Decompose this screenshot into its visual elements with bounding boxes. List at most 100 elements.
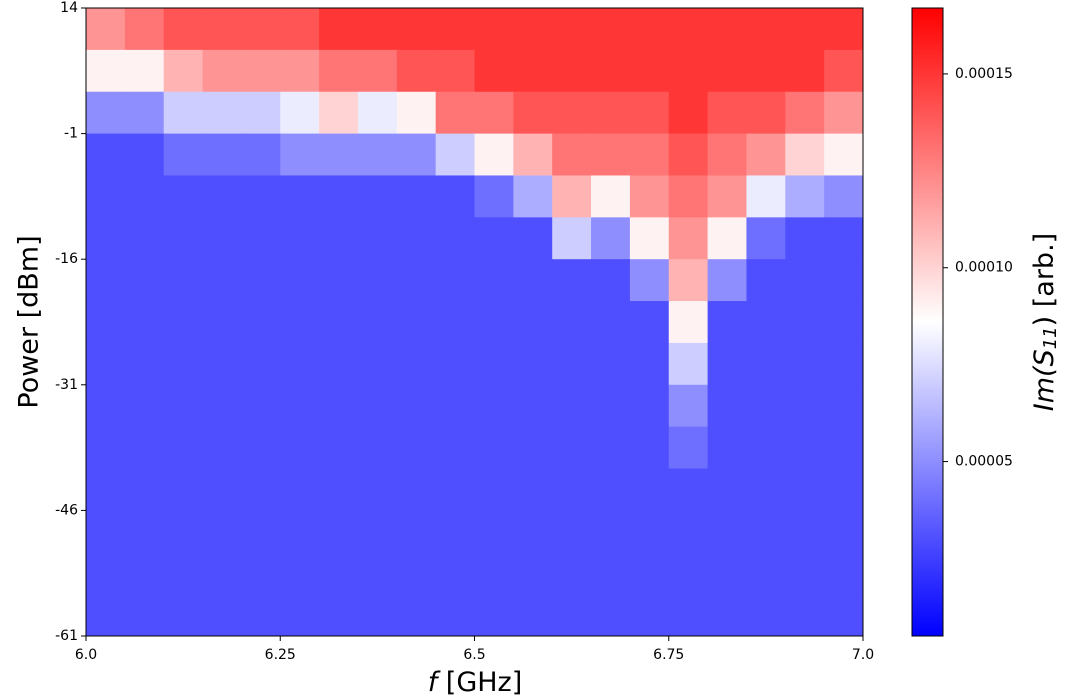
- heatmap-cell: [435, 8, 475, 51]
- heatmap-cell: [435, 594, 475, 637]
- heatmap-cell: [124, 510, 165, 553]
- heatmap-cell: [124, 301, 165, 344]
- heatmap-cell: [513, 259, 553, 302]
- heatmap-cell: [163, 510, 204, 553]
- heatmap-cell: [319, 91, 359, 135]
- heatmap-cell: [202, 8, 242, 51]
- heatmap-cell: [552, 342, 592, 386]
- heatmap-cell: [707, 49, 747, 93]
- heatmap-cell: [513, 175, 553, 218]
- heatmap-cell: [202, 426, 242, 470]
- heatmap-cell: [629, 384, 670, 428]
- heatmap-cell: [824, 217, 864, 260]
- heatmap-cell: [513, 384, 553, 428]
- heatmap-cell: [707, 217, 747, 260]
- heatmap-cell: [785, 594, 825, 637]
- y-tick-label: -16: [55, 251, 78, 267]
- heatmap-cell: [396, 133, 437, 176]
- colorbar-label: Im(S11) [arb.]: [1029, 233, 1062, 411]
- heatmap-cell: [668, 259, 709, 302]
- heatmap-cell: [357, 8, 398, 51]
- heatmap-cell: [396, 217, 437, 260]
- heatmap: [86, 8, 864, 637]
- heatmap-cell: [357, 301, 398, 344]
- heatmap-cell: [163, 91, 204, 135]
- colorbar-label-rest: ) [arb.]: [1029, 233, 1060, 327]
- heatmap-cell: [591, 384, 631, 428]
- heatmap-cell: [629, 552, 670, 595]
- heatmap-cell: [629, 594, 670, 637]
- heatmap-cell: [357, 342, 398, 386]
- heatmap-cell: [474, 426, 514, 470]
- heatmap-cell: [552, 8, 592, 51]
- heatmap-cell: [202, 301, 242, 344]
- x-axis-label: f [GHz]: [428, 667, 523, 698]
- heatmap-cell: [396, 49, 437, 93]
- heatmap-cell: [86, 510, 126, 553]
- x-tick-label: 6.25: [265, 647, 296, 663]
- heatmap-cell: [163, 301, 204, 344]
- heatmap-cell: [202, 259, 242, 302]
- heatmap-cell: [86, 552, 126, 595]
- heatmap-cell: [668, 552, 709, 595]
- heatmap-cell: [435, 217, 475, 260]
- heatmap-cell: [396, 91, 437, 135]
- heatmap-cell: [357, 468, 398, 511]
- heatmap-cell: [163, 552, 204, 595]
- heatmap-cell: [319, 342, 359, 386]
- heatmap-cell: [591, 426, 631, 470]
- heatmap-cell: [86, 133, 126, 176]
- heatmap-cell: [785, 49, 825, 93]
- heatmap-cell: [163, 175, 204, 218]
- colorbar: [911, 7, 944, 637]
- heatmap-cell: [474, 133, 514, 176]
- heatmap-cell: [746, 552, 786, 595]
- heatmap-cell: [824, 8, 864, 51]
- heatmap-cell: [591, 49, 631, 93]
- heatmap-cell: [357, 552, 398, 595]
- heatmap-cell: [668, 510, 709, 553]
- heatmap-cell: [396, 468, 437, 511]
- heatmap-cell: [202, 217, 242, 260]
- heatmap-cell: [513, 468, 553, 511]
- x-tick-label: 7.0: [852, 647, 874, 663]
- heatmap-cell: [319, 175, 359, 218]
- heatmap-cell: [785, 259, 825, 302]
- heatmap-cell: [241, 217, 281, 260]
- heatmap-cell: [319, 510, 359, 553]
- heatmap-cell: [746, 8, 786, 51]
- heatmap-cell: [163, 342, 204, 386]
- heatmap-cell: [707, 133, 747, 176]
- heatmap-cell: [474, 217, 514, 260]
- heatmap-cell: [474, 594, 514, 637]
- heatmap-cell: [785, 8, 825, 51]
- colorbar-label-subscript: 11: [1040, 326, 1061, 349]
- heatmap-cell: [357, 49, 398, 93]
- heatmap-cell: [746, 510, 786, 553]
- heatmap-cell: [668, 175, 709, 218]
- heatmap-cell: [785, 301, 825, 344]
- heatmap-cell: [668, 426, 709, 470]
- heatmap-cell: [357, 91, 398, 135]
- heatmap-cell: [241, 594, 281, 637]
- heatmap-cell: [668, 8, 709, 51]
- heatmap-cell: [241, 426, 281, 470]
- heatmap-cell: [241, 384, 281, 428]
- heatmap-cell: [785, 217, 825, 260]
- heatmap-cell: [124, 552, 165, 595]
- heatmap-cell: [474, 8, 514, 51]
- y-tick-label: -1: [64, 126, 78, 142]
- heatmap-cell: [163, 133, 204, 176]
- heatmap-cell: [824, 594, 864, 637]
- heatmap-cell: [435, 91, 475, 135]
- y-tick-label: -61: [55, 628, 78, 644]
- heatmap-cell: [591, 510, 631, 553]
- heatmap-cell: [319, 8, 359, 51]
- heatmap-cell: [668, 342, 709, 386]
- heatmap-cell: [396, 175, 437, 218]
- heatmap-cell: [824, 259, 864, 302]
- heatmap-cell: [668, 217, 709, 260]
- heatmap-cell: [824, 175, 864, 218]
- heatmap-cell: [435, 552, 475, 595]
